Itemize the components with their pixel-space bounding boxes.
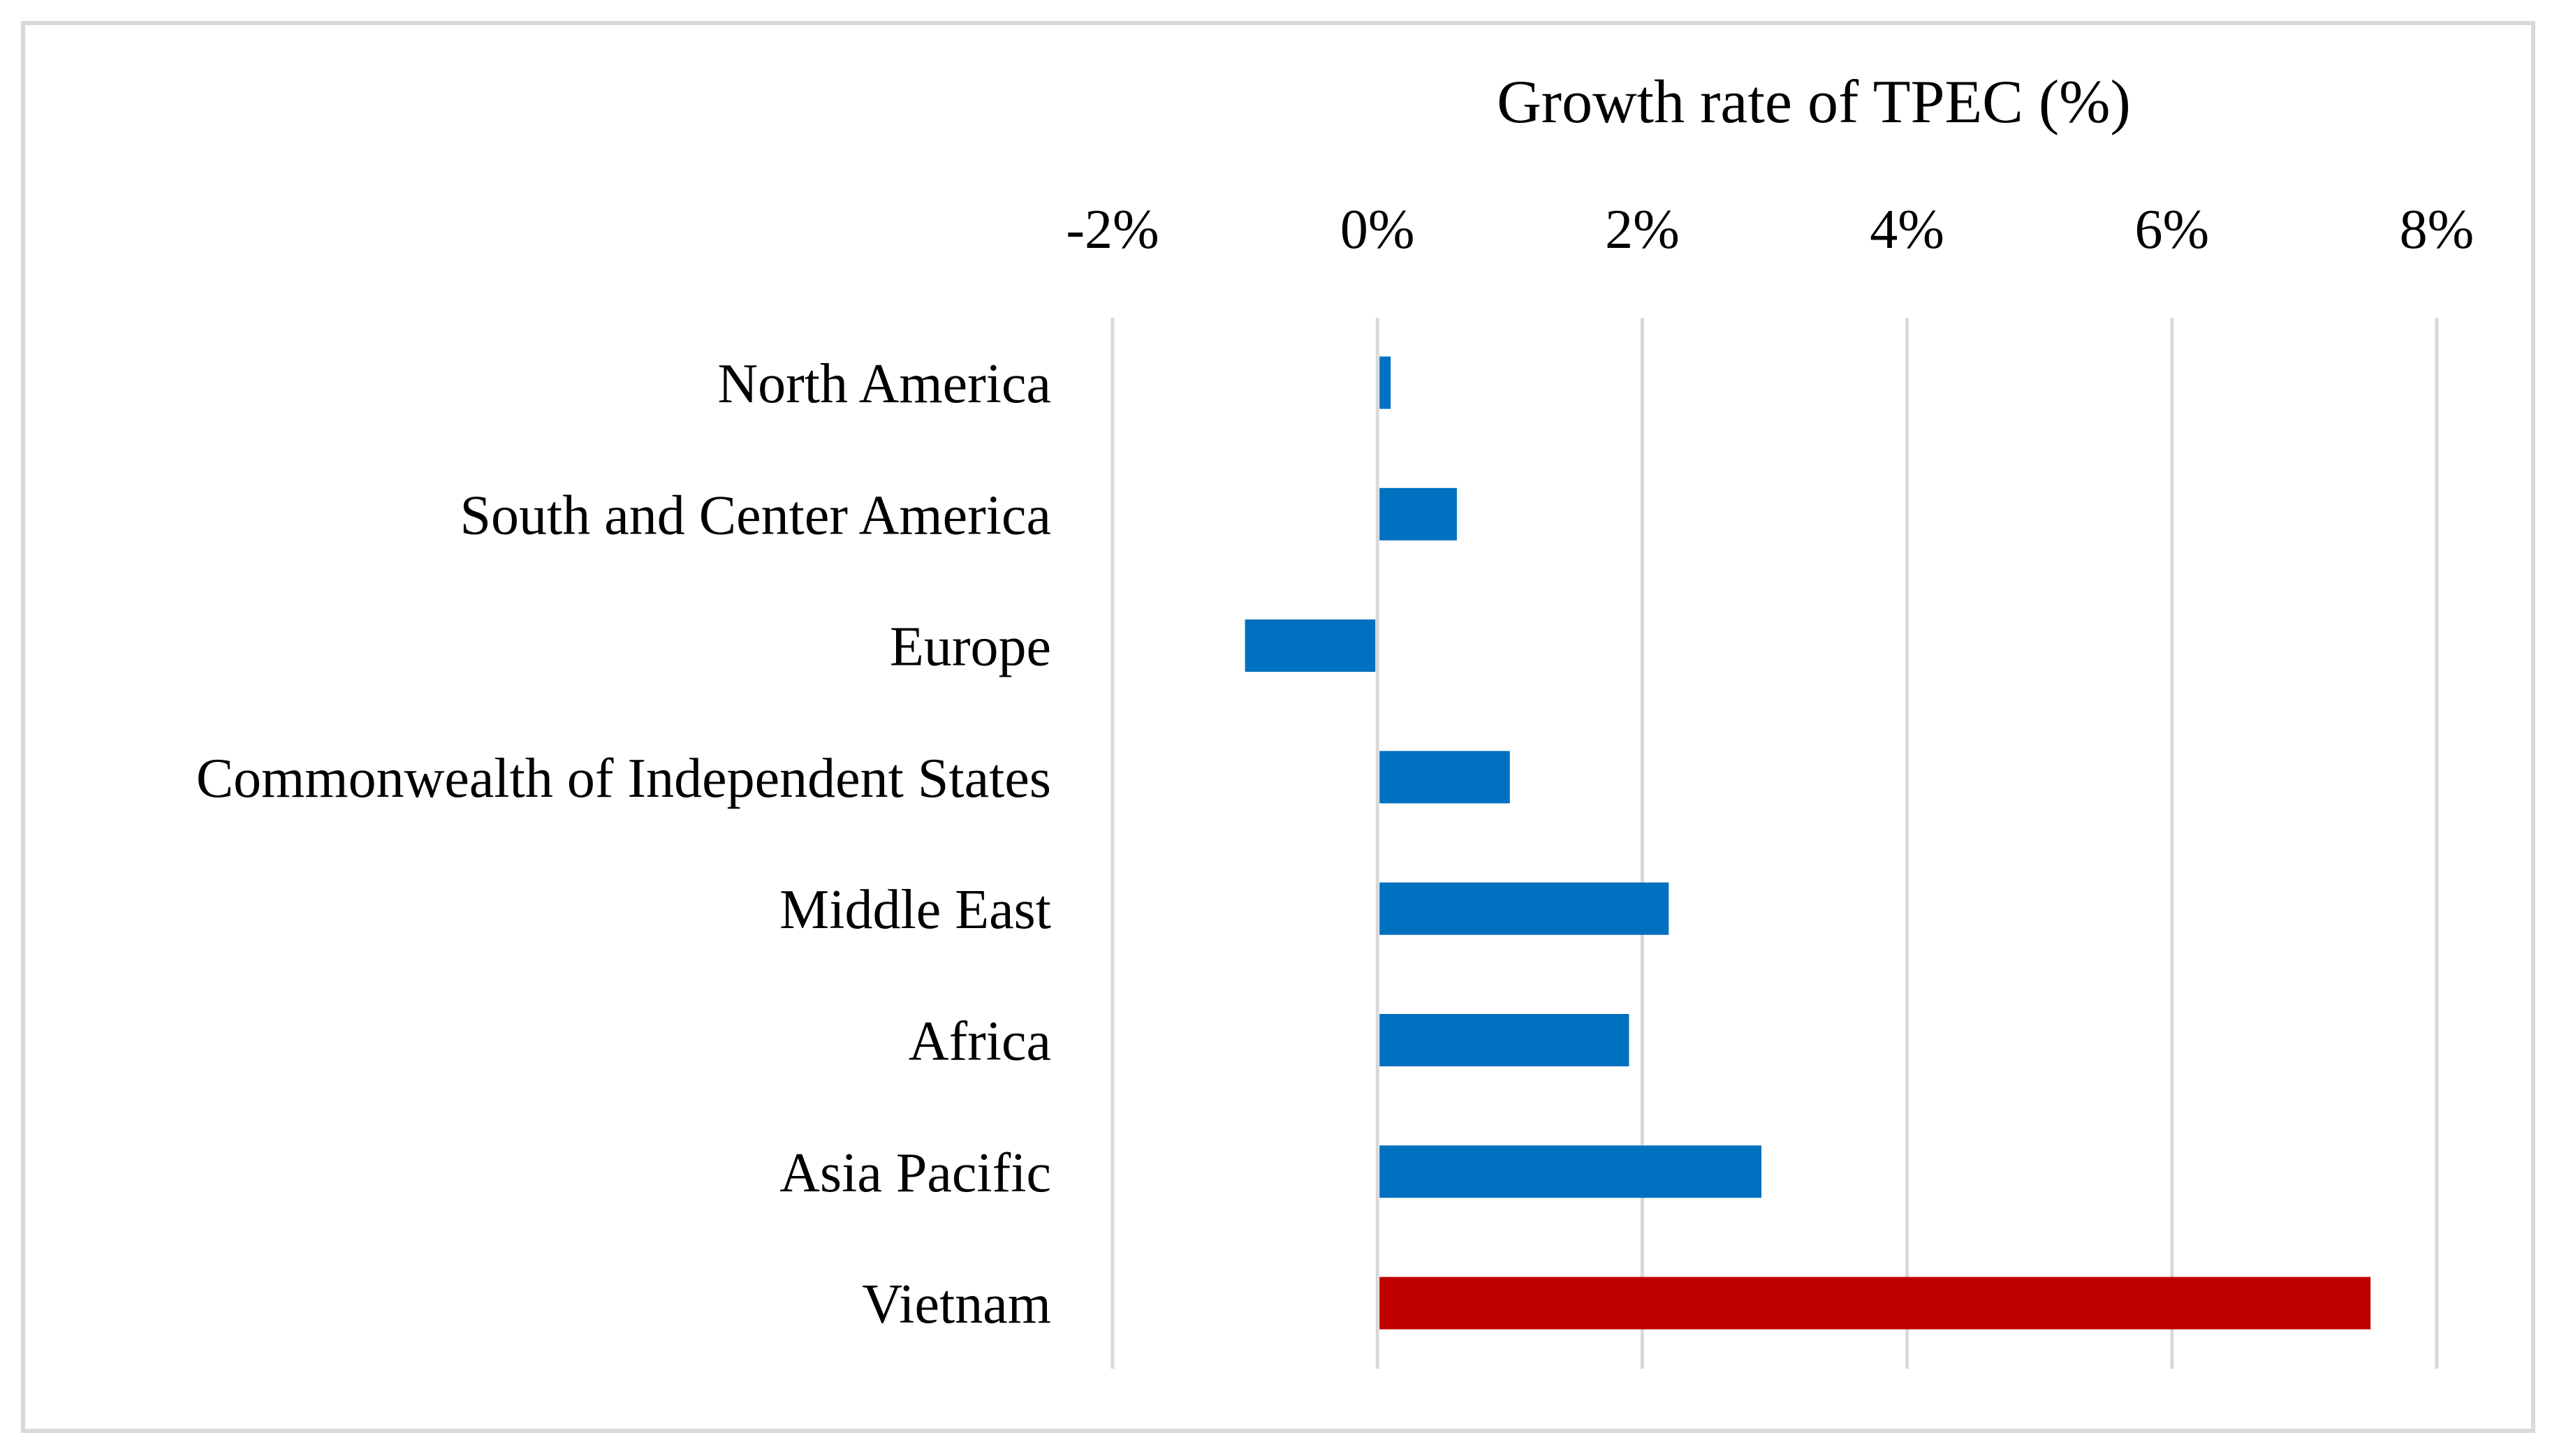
bar-commonwealth-of-independent-states (1379, 751, 1510, 804)
category-label: Vietnam (862, 1274, 1051, 1335)
x-tick-label: 6% (2134, 199, 2209, 260)
x-axis-tick-labels: -2% 0% 2% 4% 6% 8% (1066, 199, 2474, 260)
chart-title: Growth rate of TPEC (%) (1497, 68, 2131, 136)
category-label: Middle East (779, 879, 1051, 941)
x-tick-label: 8% (2400, 199, 2474, 260)
x-tick-label: 4% (1870, 199, 1944, 260)
category-label: Commonwealth of Independent States (196, 748, 1051, 809)
bar-middle-east (1379, 882, 1669, 935)
category-labels: North America South and Center America Eur… (196, 353, 1051, 1335)
bar-south-and-center-america (1379, 487, 1457, 541)
x-tick-label: 2% (1605, 199, 1680, 260)
bar-vietnam (1379, 1277, 2371, 1330)
category-label: Asia Pacific (779, 1142, 1051, 1204)
category-label: North America (717, 353, 1051, 415)
chart-frame (21, 21, 2535, 1433)
x-tick-label: 0% (1340, 199, 1415, 260)
gridlines (1110, 318, 2439, 1369)
category-label: South and Center America (460, 485, 1051, 546)
x-tick-label: -2% (1066, 199, 1159, 260)
bar-africa (1379, 1014, 1629, 1066)
category-label: Africa (909, 1011, 1051, 1073)
category-label: Europe (890, 617, 1051, 678)
bar-asia-pacific (1379, 1145, 1762, 1198)
bars (1245, 356, 2371, 1330)
bar-north-america (1379, 356, 1391, 409)
bar-europe (1245, 619, 1376, 672)
